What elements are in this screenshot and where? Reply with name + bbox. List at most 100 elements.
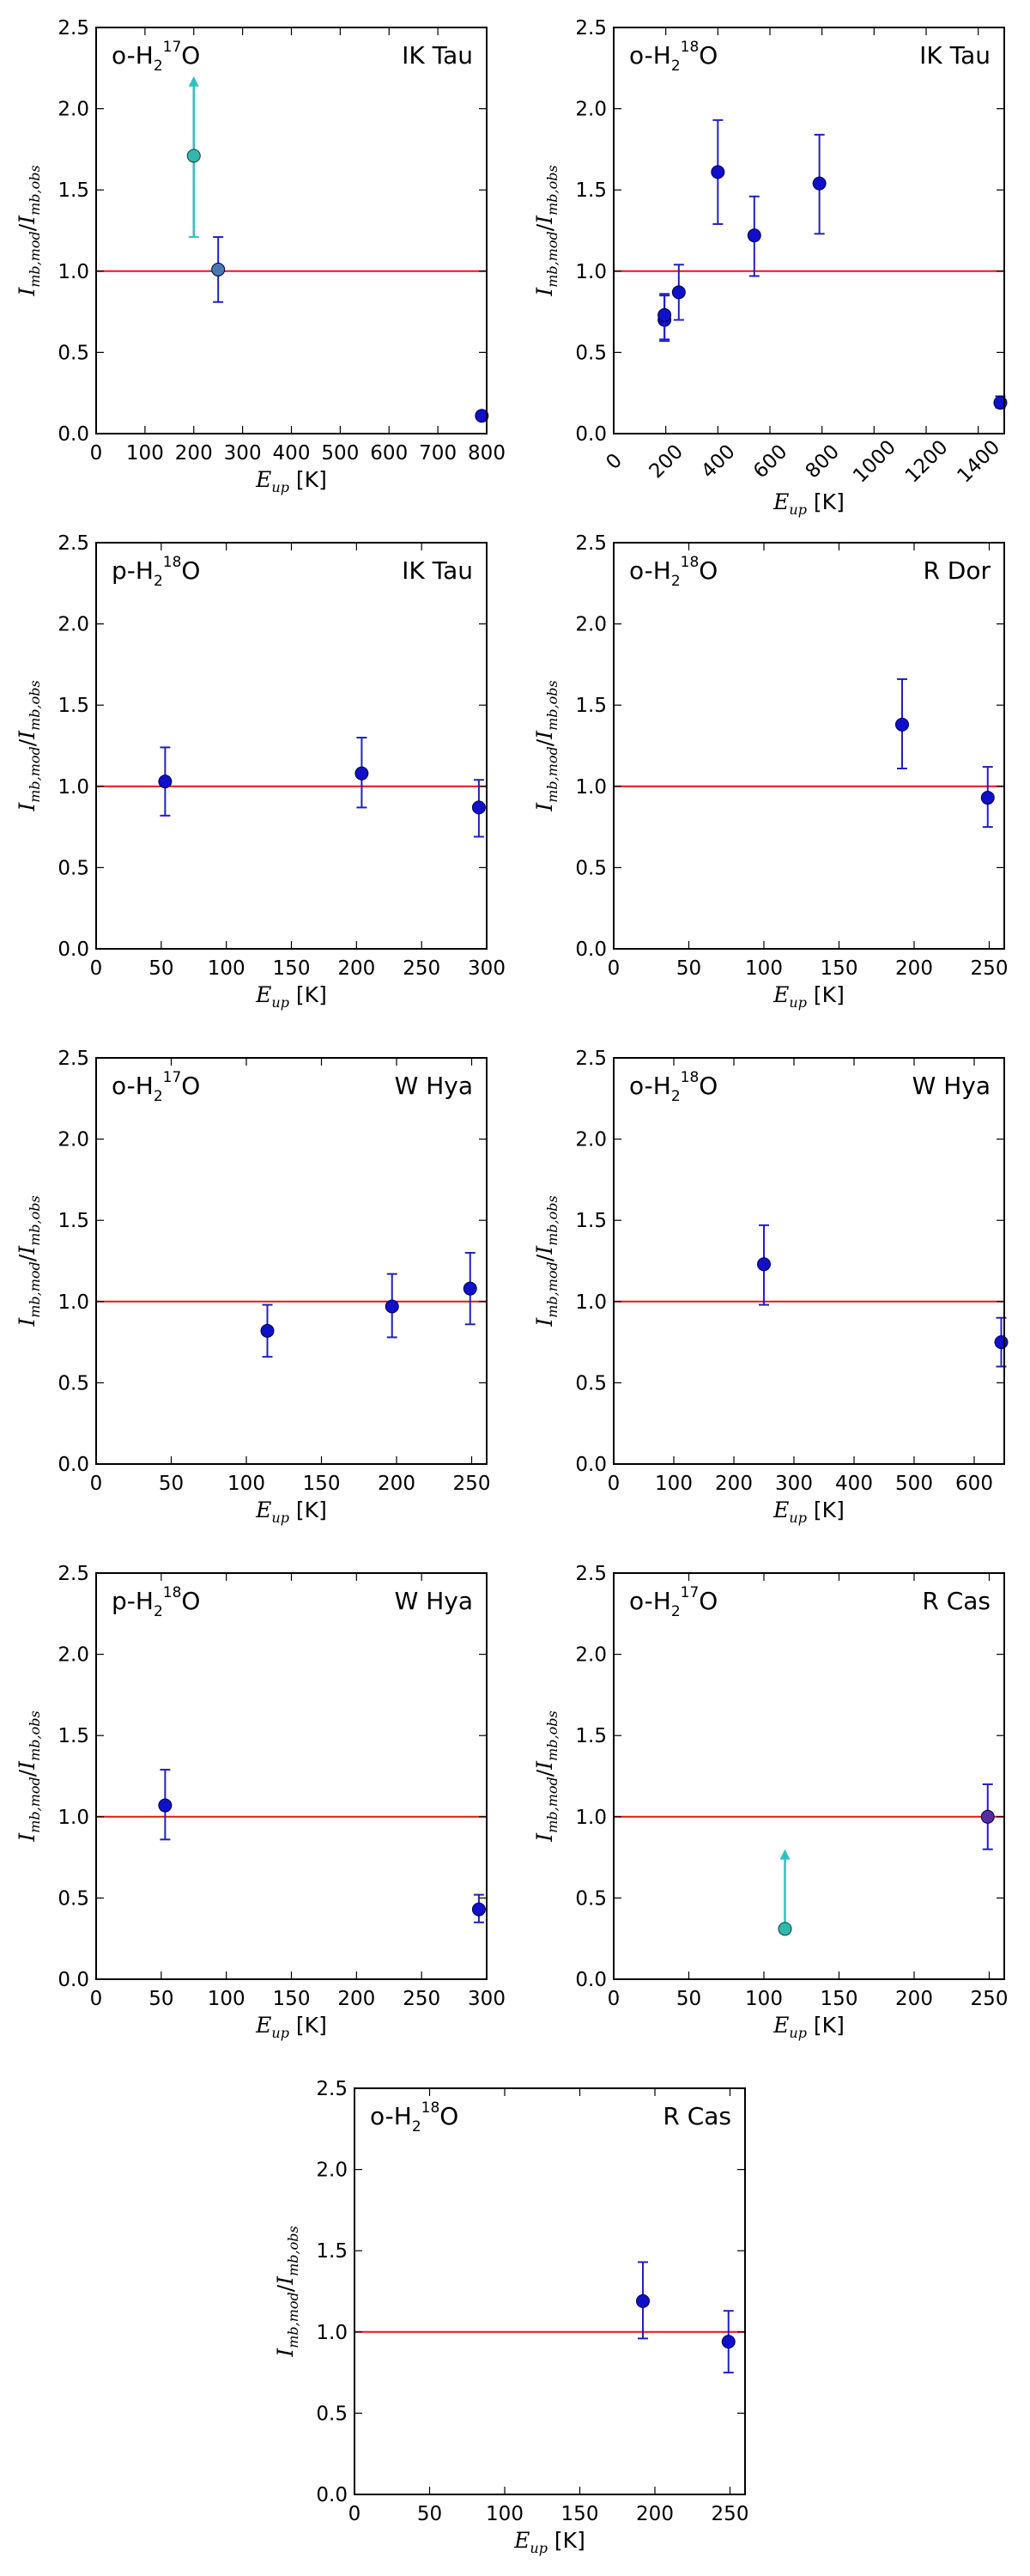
y-axis-label: Imb,mod/Imb,obs: [15, 680, 43, 811]
x-tick-label: 0: [90, 957, 103, 980]
y-tick-label: 0.5: [316, 2403, 348, 2425]
y-tick-label: 2.0: [316, 2160, 348, 2182]
data-point: [657, 293, 672, 341]
y-tick-label: 1.5: [575, 1210, 607, 1232]
data-point: [471, 1893, 486, 1923]
x-tick-label: 200: [645, 440, 688, 483]
data-point: [158, 746, 173, 817]
x-tick-label: 600: [955, 1473, 993, 1495]
x-tick-label: 150: [821, 1988, 858, 2010]
x-tick-label: 50: [148, 1988, 173, 2010]
data-point: [158, 1768, 173, 1841]
data-point: [812, 133, 827, 235]
chart-panel-1: 0.0 0.5 1.0 1.5 2.0 2.5 0 100 200 300 400 500 600 700…: [15, 17, 506, 495]
data-point: [186, 76, 201, 239]
data-point: [471, 779, 486, 838]
x-tick-label: 100: [126, 442, 164, 465]
y-tick-label: 0.0: [575, 423, 607, 446]
y-tick-label: 0.0: [58, 1969, 89, 1991]
species-label: o-H217O: [112, 39, 200, 75]
data-point: [711, 118, 725, 225]
x-tick-label: 200: [895, 1988, 933, 2010]
y-tick-label: 0.5: [575, 342, 607, 364]
star-label: W Hya: [912, 1072, 991, 1100]
y-tick-label: 0.0: [575, 1969, 607, 1991]
data-marker: [895, 717, 909, 732]
data-point: [211, 236, 226, 303]
data-point: [994, 1316, 1009, 1368]
x-tick-label: 0: [608, 1988, 621, 2010]
x-tick-label: 600: [370, 442, 408, 465]
species-label: p-H218O: [112, 1584, 200, 1620]
y-tick-label: 0.0: [316, 2484, 348, 2506]
x-tick-label: 300: [468, 957, 506, 980]
y-tick-label: 2.0: [58, 1129, 89, 1151]
x-tick-label: 150: [561, 2503, 599, 2525]
x-tick-label: 150: [273, 1988, 311, 2010]
y-tick-label: 0.0: [58, 939, 89, 961]
y-axis-label: Imb,mod/Imb,obs: [532, 1195, 560, 1327]
star-label: IK Tau: [402, 41, 473, 70]
x-tick-label: 400: [697, 440, 739, 483]
x-tick-label: 250: [403, 957, 440, 980]
y-tick-label: 2.5: [575, 1563, 607, 1585]
data-marker: [721, 2335, 736, 2349]
data-marker: [747, 228, 761, 243]
x-tick-label: 250: [971, 957, 1009, 980]
species-label: o-H218O: [370, 2099, 458, 2136]
y-tick-label: 0.0: [58, 1454, 89, 1476]
y-tick-label: 1.0: [575, 776, 607, 799]
species-label: o-H218O: [629, 554, 718, 590]
data-marker: [980, 791, 995, 805]
data-marker: [711, 165, 725, 179]
x-axis-label: Eup [K]: [772, 489, 845, 518]
data-marker: [471, 800, 486, 815]
x-tick-label: 600: [749, 440, 791, 483]
x-tick-label: 200: [636, 2503, 674, 2525]
data-marker: [385, 1299, 399, 1314]
y-axis-label: Imb,mod/Imb,obs: [15, 1710, 43, 1842]
plot-frame: [354, 2087, 746, 2495]
x-tick-label: 200: [175, 442, 213, 465]
y-tick-label: 1.5: [58, 695, 89, 717]
y-tick-label: 1.0: [575, 1291, 607, 1314]
y-axis-label: Imb,mod/Imb,obs: [15, 1195, 43, 1327]
species-label: p-H218O: [112, 554, 200, 590]
species-label: o-H218O: [629, 39, 718, 75]
y-tick-label: 2.5: [316, 2078, 348, 2100]
x-tick-label: 400: [273, 442, 311, 465]
data-point: [895, 677, 909, 769]
y-tick-label: 1.0: [58, 1807, 89, 1829]
x-tick-label: 0: [90, 442, 103, 465]
x-axis-label: Eup [K]: [772, 982, 845, 1011]
y-axis-label: Imb,mod/Imb,obs: [273, 2226, 301, 2357]
x-tick-label: 800: [802, 440, 844, 483]
chart-panel-8: 0.0 0.5 1.0 1.5 2.0 2.5 0 50 100 150 200 250 o-H217O…: [532, 1563, 1008, 2041]
data-marker: [812, 176, 827, 191]
y-tick-label: 2.0: [575, 614, 607, 636]
y-axis-label: Imb,mod/Imb,obs: [532, 165, 560, 296]
arrow-up-icon: [779, 1849, 791, 1860]
y-axis-label: Imb,mod/Imb,obs: [15, 165, 43, 296]
data-marker: [657, 307, 672, 322]
x-tick-label: 500: [321, 442, 359, 465]
x-tick-label: 0: [608, 957, 621, 980]
data-marker: [158, 1798, 173, 1813]
y-tick-label: 0.5: [575, 857, 607, 879]
x-tick-label: 150: [303, 1473, 341, 1495]
star-label: R Cas: [922, 1587, 991, 1615]
x-tick-label: 50: [417, 2503, 442, 2525]
data-marker: [211, 262, 226, 276]
y-tick-label: 2.5: [575, 1048, 607, 1070]
data-point: [721, 2310, 736, 2374]
data-marker: [463, 1281, 477, 1296]
data-marker: [757, 1257, 771, 1272]
data-marker: [980, 1809, 995, 1824]
y-tick-label: 1.5: [575, 1725, 607, 1747]
x-tick-label: 250: [453, 1473, 491, 1495]
data-point: [636, 2261, 650, 2340]
y-tick-label: 1.5: [58, 179, 89, 202]
y-tick-label: 2.5: [575, 532, 607, 555]
chart-panel-7: 0.0 0.5 1.0 1.5 2.0 2.5 0 50 100 150 200 250 300 p-H2…: [15, 1563, 506, 2041]
data-point: [260, 1303, 275, 1358]
